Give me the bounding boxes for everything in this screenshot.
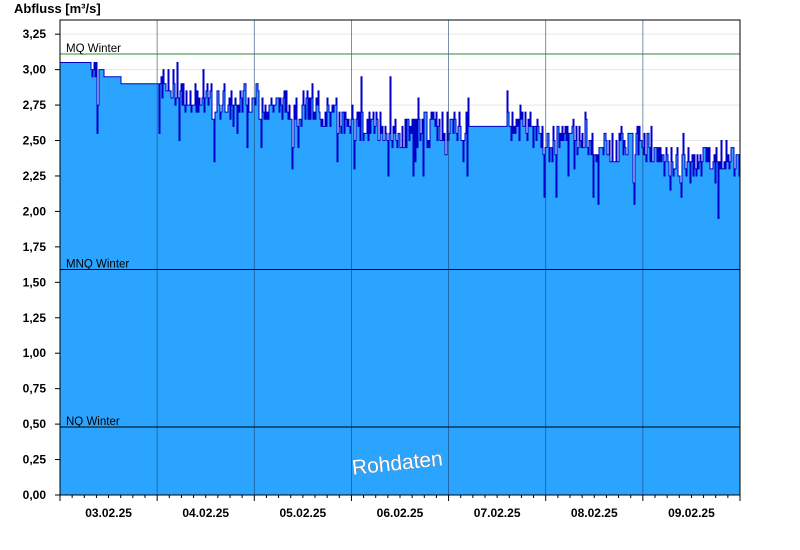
ref-label-mnq-winter: MNQ Winter: [66, 259, 129, 271]
y-tick-label: 1,75: [23, 240, 47, 254]
y-tick-label: 1,00: [23, 346, 47, 360]
y-axis-label: Abfluss [m³/s]: [14, 1, 101, 16]
y-tick-label: 2,75: [23, 98, 47, 112]
y-tick-label: 0,00: [23, 488, 47, 502]
y-tick-label: 3,25: [23, 27, 47, 41]
y-tick-label: 2,50: [23, 134, 47, 148]
x-tick-label: 03.02.25: [85, 506, 132, 520]
ref-label-nq-winter: NQ Winter: [66, 416, 120, 428]
x-tick-label: 05.02.25: [279, 506, 326, 520]
y-tick-label: 0,75: [23, 382, 47, 396]
y-tick-label: 3,00: [23, 63, 47, 77]
x-tick-label: 04.02.25: [182, 506, 229, 520]
x-tick-label: 07.02.25: [474, 506, 521, 520]
x-tick-label: 06.02.25: [377, 506, 424, 520]
discharge-area: [60, 62, 740, 495]
x-tick-label: 09.02.25: [668, 506, 715, 520]
discharge-line: [60, 62, 741, 220]
y-tick-label: 0,50: [23, 417, 47, 431]
x-tick-label: 08.02.25: [571, 506, 618, 520]
y-tick-label: 1,25: [23, 311, 47, 325]
y-tick-label: 2,25: [23, 169, 47, 183]
y-tick-label: 2,00: [23, 204, 47, 218]
y-tick-label: 1,50: [23, 275, 47, 289]
plot-area: MQ Winter MNQ Winter NQ Winter 0,00 0,25 0,50…: [23, 19, 741, 520]
ref-label-mq-winter: MQ Winter: [66, 43, 121, 55]
y-tick-label: 0,25: [23, 453, 47, 467]
